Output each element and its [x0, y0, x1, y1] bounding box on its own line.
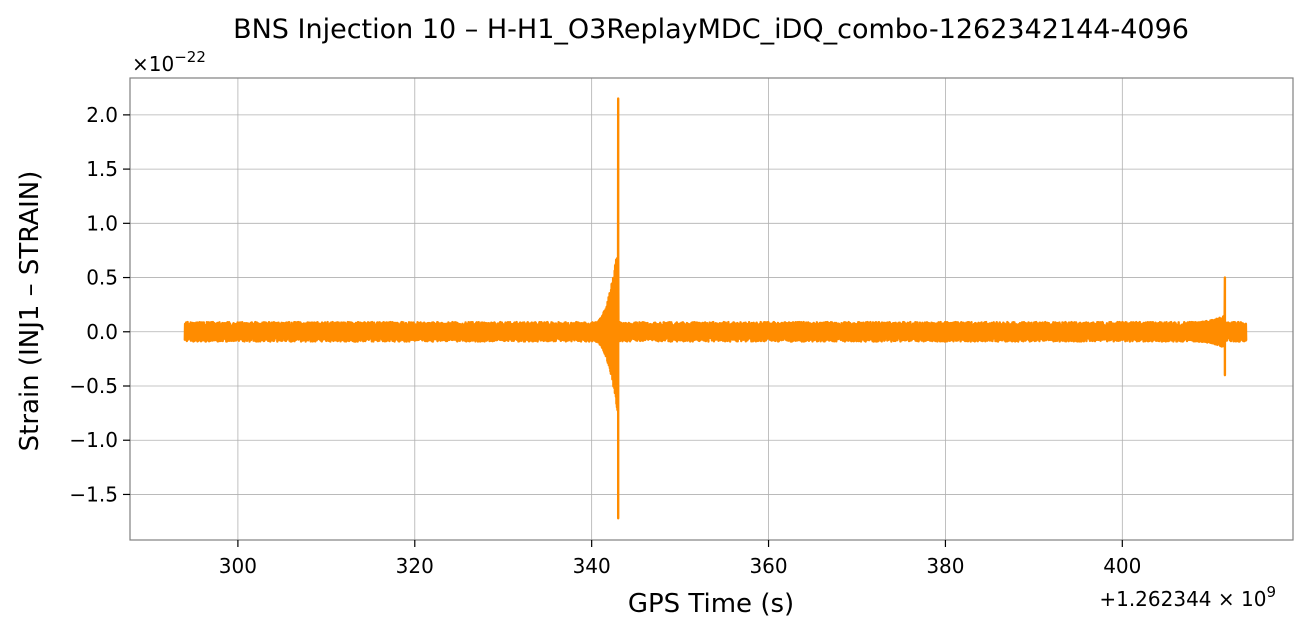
y-scale-exponent: −22 [174, 48, 206, 66]
y-tick-label: −1.5 [69, 482, 118, 506]
svg-text:+1.262344 × 109: +1.262344 × 109 [1099, 583, 1276, 611]
x-tick-label: 340 [573, 554, 611, 578]
x-offset-factor: +1.262344 × 109 [1099, 583, 1276, 611]
y-tick-label: 0.5 [86, 266, 118, 290]
y-scale-factor: ×10−22 [132, 48, 206, 76]
plot-frame [129, 77, 1294, 541]
trace-layer [183, 97, 1248, 520]
y-tick-label: 0.0 [86, 320, 118, 344]
x-axis-ticks: 300 320 340 360 380 400 [219, 540, 1141, 578]
y-tick-label: 2.0 [86, 103, 118, 127]
y-axis-ticks: 2.0 1.5 1.0 0.5 0.0 −0.5 −1.0 −1.5 [69, 103, 130, 506]
y-scale-base: ×10 [132, 52, 174, 76]
y-axis-label: Strain (INJ1 – STRAIN) [15, 171, 45, 452]
x-tick-label: 320 [396, 554, 434, 578]
x-offset-exponent: 9 [1266, 583, 1276, 601]
chart-title: BNS Injection 10 – H-H1_O3ReplayMDC_iDQ_… [233, 14, 1189, 45]
x-axis-label: GPS Time (s) [628, 589, 794, 619]
x-tick-label: 300 [219, 554, 257, 578]
y-tick-label: −0.5 [69, 374, 118, 398]
grid [130, 78, 1293, 540]
x-tick-label: 360 [749, 554, 787, 578]
svg-text:×10−22: ×10−22 [132, 48, 206, 76]
y-tick-label: −1.0 [69, 428, 118, 452]
x-tick-label: 400 [1103, 554, 1141, 578]
x-tick-label: 380 [926, 554, 964, 578]
y-tick-label: 1.0 [86, 211, 118, 235]
strain-series-line [183, 97, 1248, 520]
x-offset-base: +1.262344 × 10 [1099, 587, 1266, 611]
y-tick-label: 1.5 [86, 157, 118, 181]
